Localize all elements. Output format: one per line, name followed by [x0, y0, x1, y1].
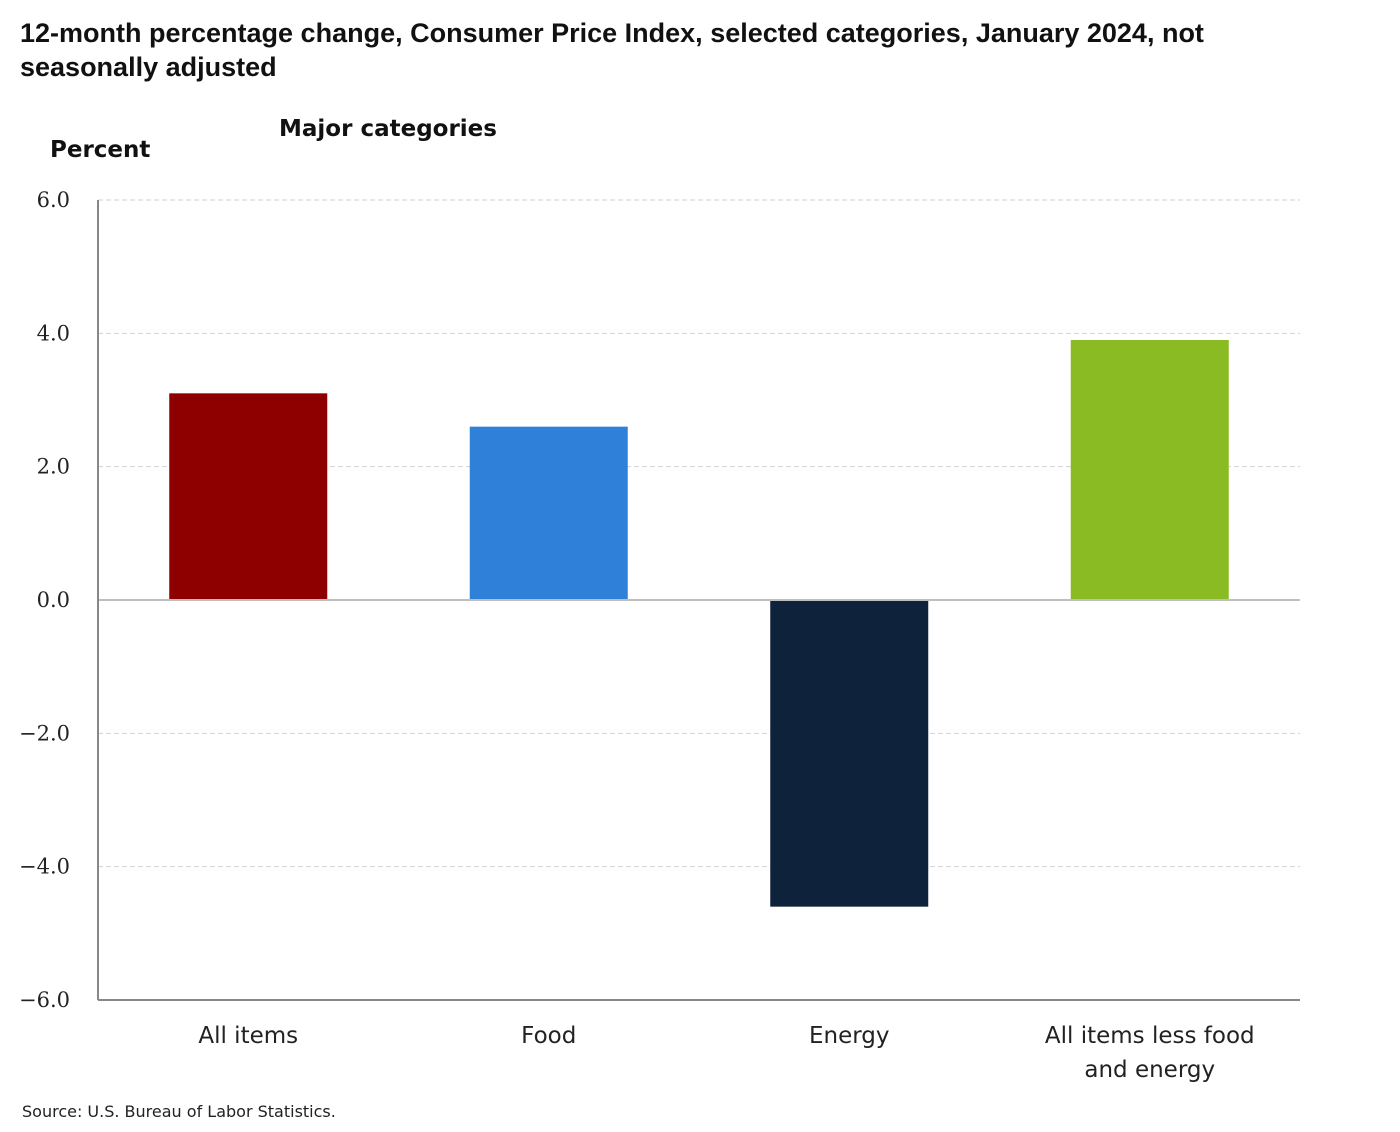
chart-subtitle: Major categories — [279, 116, 497, 142]
y-axis-label: Percent — [50, 137, 151, 163]
x-tick-label: and energy — [1084, 1057, 1215, 1083]
bar — [770, 600, 929, 907]
y-tick-label: 0.0 — [37, 588, 70, 612]
x-tick-label: All items — [198, 1023, 298, 1049]
y-tick-label: 2.0 — [37, 455, 70, 479]
y-tick-label: 6.0 — [37, 188, 70, 212]
y-tick-label: −4.0 — [19, 855, 70, 879]
y-tick-label: −2.0 — [19, 721, 70, 745]
x-tick-label: All items less food — [1045, 1023, 1255, 1049]
bar — [1070, 340, 1229, 600]
bar — [469, 426, 628, 600]
x-tick-label: Food — [521, 1023, 576, 1049]
y-tick-label: −6.0 — [19, 988, 70, 1012]
source-note: Source: U.S. Bureau of Labor Statistics. — [22, 1102, 336, 1121]
chart-title: 12-month percentage change, Consumer Pri… — [20, 18, 1204, 82]
y-tick-label: 4.0 — [37, 321, 70, 345]
x-tick-label: Energy — [809, 1023, 890, 1049]
bar — [169, 393, 328, 600]
